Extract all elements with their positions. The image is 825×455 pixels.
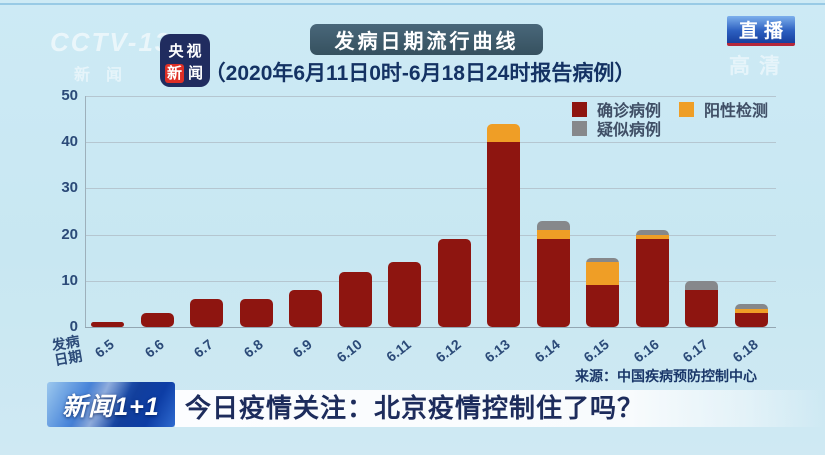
headline-bar: 今日疫情关注：北京疫情控制住了吗？ [175, 390, 825, 427]
bar-segment-疑似病例 [734, 303, 768, 309]
app-logo-bottom-row: 新 闻 [160, 64, 210, 83]
y-tick-20: 20 [61, 225, 78, 243]
bar-6.18 [734, 303, 768, 327]
bar-segment-阳性检测 [487, 123, 520, 143]
bar-segment-确诊病例 [635, 239, 669, 327]
bar-6.5 [91, 322, 124, 327]
x-tick-6.8: 6.8 [240, 336, 266, 361]
cctv13-watermark-text: CCTV-13 [50, 27, 172, 57]
x-tick-6.6: 6.6 [141, 336, 167, 361]
bar-6.9 [289, 290, 322, 327]
bar-6.15 [586, 257, 619, 327]
bar-segment-确诊病例 [239, 299, 273, 327]
source-text: 来源：中国疾病预防控制中心 [575, 368, 757, 384]
bar-segment-疑似病例 [685, 280, 718, 291]
news1plus1-logo-text: 新闻1+1 [62, 392, 160, 421]
bar-segment-确诊病例 [536, 239, 570, 327]
legend-swatch-confirmed [572, 102, 587, 117]
cctv13-watermark: CCTV-13 新闻 [50, 27, 171, 85]
bar-6.11 [388, 262, 421, 327]
gridline-10 [86, 280, 776, 282]
bar-segment-确诊病例 [487, 142, 520, 327]
bar-6.13 [487, 123, 520, 327]
x-tick-6.7: 6.7 [190, 336, 216, 361]
bar-segment-确诊病例 [437, 239, 471, 327]
chart-title-badge: 发病日期流行曲线 [310, 24, 543, 55]
bar-6.12 [437, 239, 471, 327]
bar-6.10 [338, 271, 372, 327]
bar-segment-阳性检测 [536, 229, 570, 240]
y-axis-line [85, 96, 86, 327]
x-tick-6.12: 6.12 [432, 336, 464, 366]
bar-segment-阳性检测 [586, 262, 619, 286]
app-logo-bottom-text: 闻 [187, 65, 203, 82]
y-tick-30: 30 [61, 179, 78, 197]
legend-swatch-suspected [572, 121, 587, 136]
bar-segment-疑似病例 [536, 220, 570, 230]
x-tick-6.14: 6.14 [531, 336, 563, 366]
bar-6.8 [239, 299, 273, 327]
bar-segment-阳性检测 [635, 234, 669, 240]
legend-label-positive: 阳性检测 [704, 103, 769, 120]
y-tick-0: 0 [69, 318, 78, 335]
legend-label-suspected: 疑似病例 [597, 122, 662, 139]
cctv-news-app-logo: 央视 新 闻 [160, 34, 210, 87]
top-edge-line [0, 3, 825, 5]
gridline-30 [86, 188, 776, 190]
y-tick-10: 10 [61, 271, 78, 289]
news1plus1-logo: 新闻1+1 [47, 382, 175, 427]
bar-segment-确诊病例 [140, 313, 174, 327]
headline-text: 今日疫情关注：北京疫情控制住了吗？ [185, 393, 645, 423]
live-badge: 直播 [727, 16, 795, 46]
legend-swatch-positive [679, 102, 694, 117]
gridline-50 [86, 96, 776, 97]
bar-segment-疑似病例 [586, 257, 619, 263]
bar-segment-确诊病例 [289, 290, 322, 327]
bar-segment-确诊病例 [685, 290, 718, 327]
bar-segment-确诊病例 [734, 313, 768, 327]
x-axis-line [85, 327, 776, 328]
bar-segment-阳性检测 [734, 308, 768, 314]
x-tick-6.9: 6.9 [289, 336, 315, 361]
bar-6.14 [536, 220, 570, 327]
app-logo-top-text: 央视 [168, 43, 205, 60]
bar-segment-疑似病例 [635, 229, 669, 235]
hd-watermark: 高清 [729, 55, 789, 78]
chart-subtitle: （2020年6月11日0时-6月18日24时报告病例） [204, 62, 636, 85]
y-tick-40: 40 [61, 133, 78, 151]
legend-label-confirmed: 确诊病例 [597, 103, 662, 120]
y-tick-50: 50 [61, 87, 78, 104]
bar-6.6 [140, 313, 174, 327]
bar-6.17 [685, 280, 718, 327]
bar-segment-确诊病例 [91, 322, 124, 327]
bar-segment-确诊病例 [586, 285, 619, 327]
x-tick-6.11: 6.11 [383, 336, 414, 365]
bar-6.16 [635, 229, 669, 327]
app-logo-red-tile: 新 [165, 64, 184, 83]
x-tick-6.10: 6.10 [333, 336, 365, 366]
cctv13-watermark-subtext: 新闻 [74, 67, 139, 84]
x-axis-title: 发病 日期 [50, 333, 83, 368]
bar-segment-确诊病例 [388, 262, 421, 327]
bar-6.7 [190, 299, 223, 327]
gridline-20 [86, 234, 776, 236]
x-tick-6.13: 6.13 [481, 336, 513, 366]
gridline-40 [86, 142, 776, 144]
bar-segment-确诊病例 [190, 299, 223, 327]
bar-segment-确诊病例 [338, 271, 372, 327]
